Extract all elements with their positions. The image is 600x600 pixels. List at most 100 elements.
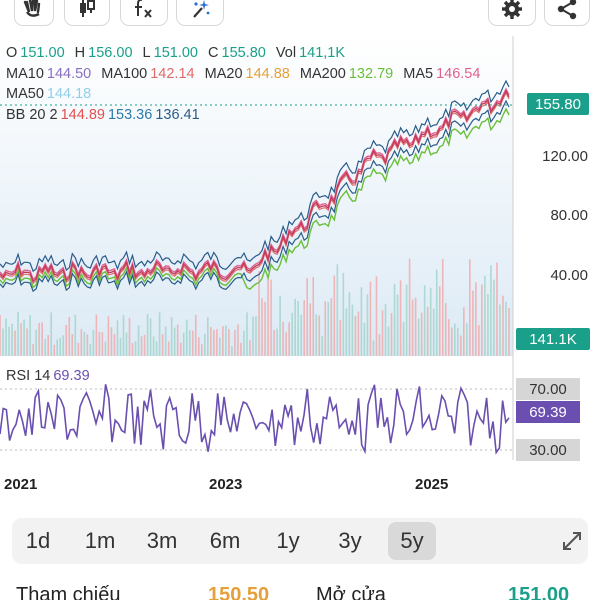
gear-icon xyxy=(502,0,522,19)
volume-bar xyxy=(249,340,251,356)
volume-bar xyxy=(342,272,345,356)
timeframe-1d[interactable]: 1d xyxy=(25,528,51,553)
indicators-button[interactable] xyxy=(120,0,168,26)
ma100-value: 142.14 xyxy=(150,66,195,82)
volume-bar xyxy=(8,326,10,356)
volume-bar xyxy=(270,279,272,356)
volume-bar xyxy=(246,312,248,356)
expand-icon[interactable] xyxy=(560,529,584,553)
volume-bar xyxy=(23,319,25,356)
volume-bar xyxy=(0,314,1,356)
price-line xyxy=(0,89,510,283)
ma5-label: MA5 xyxy=(403,66,434,82)
volume-bar xyxy=(447,319,450,356)
volume-bar xyxy=(155,341,158,356)
timeframe-6m[interactable]: 6m xyxy=(209,528,241,553)
volume-bar xyxy=(101,332,104,356)
volume-bar xyxy=(77,343,80,356)
bb-label: BB 20 2 xyxy=(6,107,58,123)
volume-label: Vol xyxy=(275,45,297,61)
volume-bar xyxy=(5,318,7,356)
ma10-value: 144.50 xyxy=(46,66,92,82)
timeframe-3y[interactable]: 3y xyxy=(338,528,362,553)
timeframe-1y[interactable]: 1y xyxy=(276,528,300,553)
volume-bar xyxy=(104,341,107,356)
volume-bar xyxy=(80,329,83,356)
volume-bar xyxy=(95,314,98,356)
volume-bar xyxy=(182,332,185,356)
volume-bar xyxy=(300,314,302,356)
volume-bar xyxy=(279,295,281,356)
ai-tools-button[interactable] xyxy=(176,0,224,26)
volume-bar xyxy=(261,298,263,356)
volume-bar xyxy=(405,284,408,356)
volume-bar xyxy=(450,327,453,356)
volume-bar xyxy=(267,277,269,356)
volume-bar xyxy=(496,262,498,356)
volume-bar xyxy=(264,301,266,356)
volume-bar xyxy=(493,279,495,356)
volume-bar xyxy=(372,340,375,356)
ma20-label: MA20 xyxy=(204,66,243,82)
year-label-2021: 2021 xyxy=(4,476,38,493)
volume-bar xyxy=(321,336,324,356)
volume-bar xyxy=(294,298,296,356)
volume-bar xyxy=(188,330,191,356)
bb-line: BB 20 2 144.89 153.36 136.41 xyxy=(6,105,206,125)
volume-bar xyxy=(92,330,95,356)
open-price-label: Mở cửa xyxy=(316,584,386,600)
volume-bar xyxy=(369,281,372,356)
chart-type-button[interactable] xyxy=(64,0,110,26)
timeframe-5y[interactable]: 5y xyxy=(388,522,436,560)
timeframe-3m[interactable]: 3m xyxy=(146,528,178,553)
volume-bar xyxy=(487,294,489,356)
volume-bar xyxy=(146,313,149,356)
volume-bar xyxy=(255,316,257,356)
volume-bar xyxy=(472,290,474,356)
volume-bar xyxy=(234,329,236,356)
volume-bar xyxy=(173,327,176,356)
low-value: 151.00 xyxy=(153,45,198,61)
ma200-value: 132.79 xyxy=(348,66,394,82)
price-pane-background xyxy=(0,36,513,356)
volume-bar xyxy=(119,337,122,356)
volume-bar xyxy=(38,322,40,356)
ma200-label: MA200 xyxy=(299,66,346,82)
bb-mid-value: 153.36 xyxy=(107,107,153,123)
volume-bar xyxy=(128,317,131,356)
price-chart-canvas xyxy=(0,36,514,460)
volume-bar xyxy=(417,318,420,356)
low-label: L xyxy=(142,45,151,61)
chart-area[interactable]: O 151.00 H 156.00 L 151.00 C 155.80 Vol 141,1… xyxy=(0,36,600,461)
quote-summary-row: Tham chiếu 150.50 Mở cửa 151.00 xyxy=(0,584,600,600)
volume-bar xyxy=(125,332,128,356)
volume-bar xyxy=(110,327,113,356)
rsi-current-tag: 69.39 xyxy=(516,401,580,423)
volume-bar xyxy=(360,287,363,356)
volume-bar xyxy=(237,324,239,356)
timeframe-1m[interactable]: 1m xyxy=(84,528,116,553)
volume-bar xyxy=(499,304,501,356)
timeframe-selector: 1d 1m 3m 6m 1y 3y 5y xyxy=(12,518,588,564)
hand-tool-button[interactable] xyxy=(14,0,54,26)
volume-bar xyxy=(62,335,65,356)
share-button[interactable] xyxy=(544,0,590,26)
volume-bar xyxy=(378,334,381,356)
volume-bar xyxy=(456,327,459,356)
volume-bar xyxy=(176,324,179,356)
volume-bar xyxy=(460,335,462,356)
volume-bar xyxy=(484,275,486,356)
close-label: C xyxy=(208,45,219,61)
volume-bar xyxy=(143,334,146,356)
volume-bar xyxy=(11,323,13,356)
volume-bar xyxy=(375,276,378,356)
volume-bar xyxy=(32,344,34,356)
volume-bar xyxy=(137,325,140,356)
volume-bar xyxy=(194,314,197,356)
volume-bar xyxy=(222,326,224,356)
chart-toolbar xyxy=(0,0,600,32)
volume-bar xyxy=(396,294,399,356)
close-value: 155.80 xyxy=(221,45,266,61)
settings-button[interactable] xyxy=(488,0,536,26)
volume-bar xyxy=(345,308,348,356)
